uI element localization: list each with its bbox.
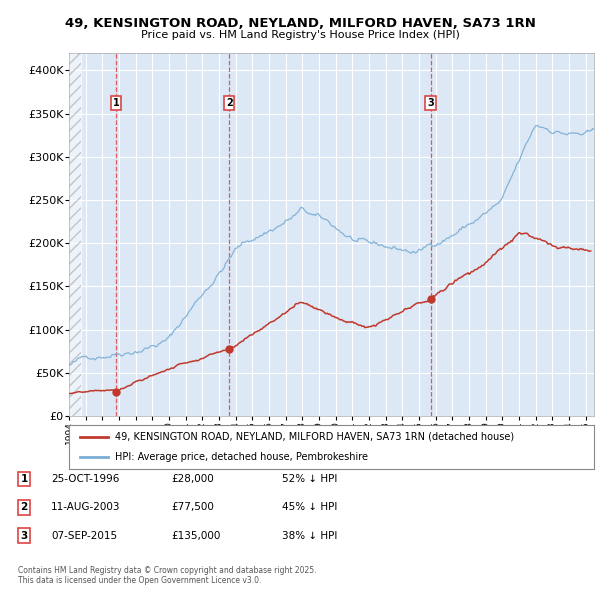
Text: 3: 3	[20, 531, 28, 540]
Text: 2: 2	[20, 503, 28, 512]
Text: £28,000: £28,000	[171, 474, 214, 484]
Text: 52% ↓ HPI: 52% ↓ HPI	[282, 474, 337, 484]
Text: 1: 1	[20, 474, 28, 484]
Text: 49, KENSINGTON ROAD, NEYLAND, MILFORD HAVEN, SA73 1RN: 49, KENSINGTON ROAD, NEYLAND, MILFORD HA…	[65, 17, 535, 30]
Text: £77,500: £77,500	[171, 503, 214, 512]
Text: HPI: Average price, detached house, Pembrokeshire: HPI: Average price, detached house, Pemb…	[115, 452, 368, 462]
Text: 2: 2	[226, 98, 233, 108]
Text: £135,000: £135,000	[171, 531, 220, 540]
Text: 07-SEP-2015: 07-SEP-2015	[51, 531, 117, 540]
Bar	[69, 53, 80, 416]
Text: Price paid vs. HM Land Registry's House Price Index (HPI): Price paid vs. HM Land Registry's House …	[140, 30, 460, 40]
Text: 38% ↓ HPI: 38% ↓ HPI	[282, 531, 337, 540]
Text: 3: 3	[427, 98, 434, 108]
Text: 25-OCT-1996: 25-OCT-1996	[51, 474, 119, 484]
Text: 45% ↓ HPI: 45% ↓ HPI	[282, 503, 337, 512]
Text: 1: 1	[113, 98, 119, 108]
Text: Contains HM Land Registry data © Crown copyright and database right 2025.
This d: Contains HM Land Registry data © Crown c…	[18, 566, 317, 585]
Text: 11-AUG-2003: 11-AUG-2003	[51, 503, 121, 512]
Text: 49, KENSINGTON ROAD, NEYLAND, MILFORD HAVEN, SA73 1RN (detached house): 49, KENSINGTON ROAD, NEYLAND, MILFORD HA…	[115, 432, 514, 442]
